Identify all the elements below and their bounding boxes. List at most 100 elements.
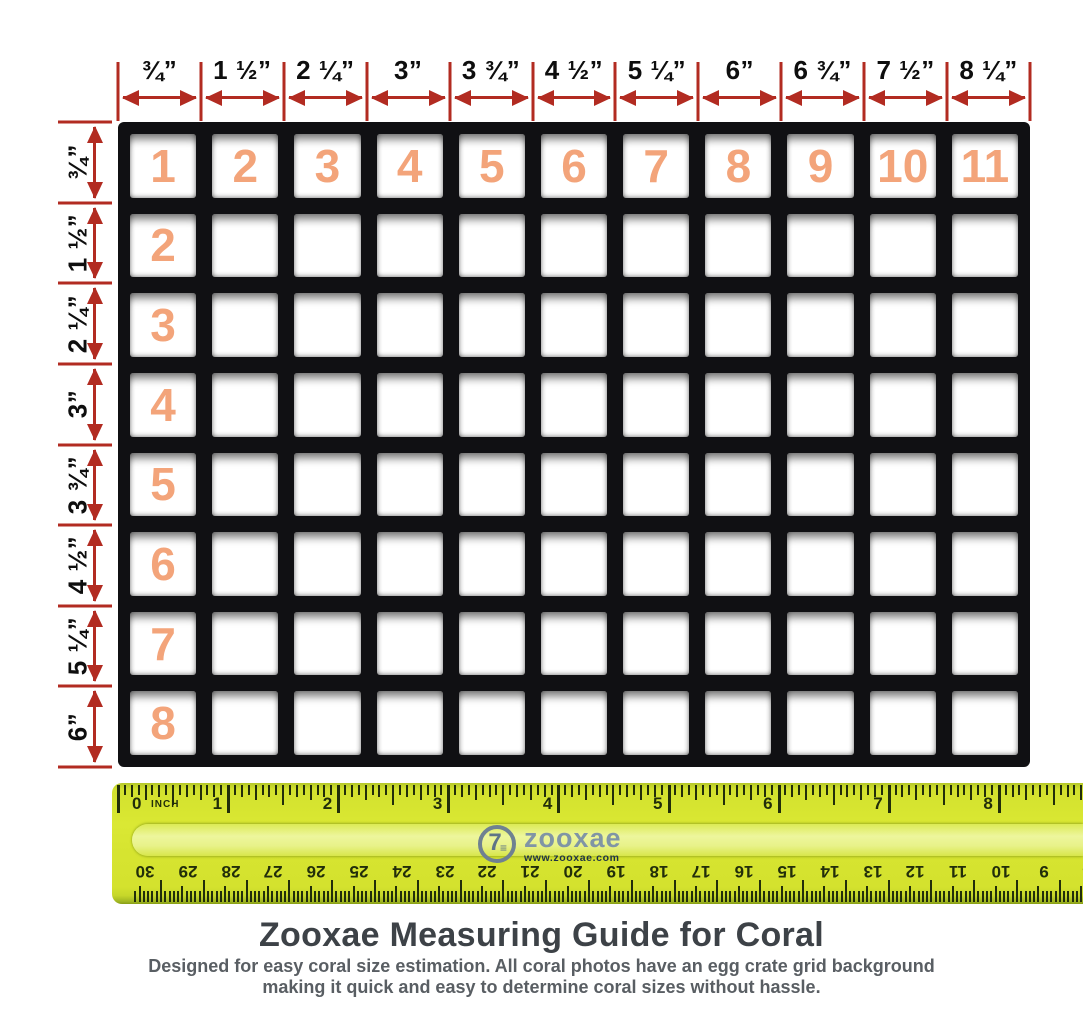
inch-tick — [158, 785, 161, 797]
top-scale-label: 3” — [393, 55, 423, 85]
arrowhead-right-icon — [677, 89, 695, 106]
inch-tick — [454, 785, 457, 795]
ruler-inch-number: 5 — [653, 794, 663, 813]
arrowhead-right-icon — [760, 89, 778, 106]
inch-tick — [502, 785, 505, 805]
inch-tick — [928, 785, 931, 797]
top-scale-label: 1 ½” — [213, 55, 272, 85]
inch-tick — [529, 785, 532, 800]
cm-tick — [506, 891, 509, 902]
cm-tick — [288, 880, 291, 902]
inch-tick — [990, 785, 993, 795]
cm-tick — [258, 891, 261, 902]
ruler-inch-number: 7 — [873, 794, 883, 813]
cm-tick — [707, 891, 710, 902]
cm-tick — [416, 880, 419, 902]
arrowhead-down-icon — [86, 181, 103, 199]
cm-tick — [622, 891, 625, 902]
inch-tick — [591, 785, 594, 795]
inch-tick — [942, 785, 945, 805]
cm-tick — [866, 886, 869, 902]
grid-cell — [705, 611, 772, 676]
cm-tick — [344, 891, 347, 902]
cm-tick — [793, 891, 796, 902]
arrowhead-left-icon — [453, 89, 471, 106]
grid-cell — [869, 611, 936, 676]
page-title: Zooxae Measuring Guide for Coral — [258, 916, 825, 954]
cm-tick — [540, 891, 543, 902]
cm-tick — [836, 891, 839, 902]
cm-tick — [951, 886, 954, 902]
grid-cell — [623, 611, 690, 676]
cm-tick — [314, 891, 317, 902]
ruler-cm-scale: 30 29 28 27 26 25 24 23 22 21 20 19 18 17 16 15 14 13 12 11… — [112, 783, 1083, 904]
cm-tick — [485, 891, 488, 902]
cm-tick — [207, 891, 210, 902]
cm-tick — [879, 891, 882, 902]
cm-tick — [279, 891, 282, 902]
top-scale-label: 8 ¼” — [959, 55, 1018, 85]
grid-cell — [705, 213, 772, 278]
horizontal-double-arrow — [619, 89, 695, 106]
inch-tick — [1032, 785, 1035, 795]
inch-tick — [949, 785, 952, 795]
grid-cell-number: 2 — [150, 219, 176, 272]
cm-tick — [938, 891, 941, 902]
ruler-cm-number: 28 — [221, 862, 241, 881]
inch-tick — [805, 785, 808, 800]
grid-cell: 6 — [130, 532, 197, 596]
grid-cell-number: 5 — [479, 139, 505, 192]
grid-cell — [458, 611, 525, 676]
inch-tick — [123, 785, 126, 795]
grid-cell — [294, 611, 361, 676]
cm-tick — [1020, 891, 1023, 902]
inch-tick — [812, 785, 814, 795]
top-scale-tick — [365, 62, 369, 121]
inch-tick — [880, 785, 883, 795]
top-scale-tick — [199, 62, 203, 121]
grid-cell: 1 — [130, 134, 197, 198]
inch-tick — [743, 785, 746, 795]
inch-tick — [509, 785, 512, 795]
grid-cell — [376, 372, 443, 437]
top-scale-tick — [531, 62, 535, 121]
inch-tick — [860, 785, 863, 800]
arrowhead-up-icon — [86, 287, 103, 305]
grid-cell-number: 4 — [396, 139, 423, 192]
cm-tick — [763, 891, 766, 902]
inch-tick — [688, 785, 691, 795]
inch-tick — [1045, 785, 1048, 795]
grid-cell — [951, 293, 1018, 357]
cm-tick — [784, 891, 787, 902]
inch-tick — [412, 785, 415, 795]
cm-tick — [202, 880, 205, 902]
cm-tick — [399, 891, 402, 902]
left-scale-tick — [58, 765, 112, 769]
inch-tick — [433, 785, 436, 797]
cm-tick — [151, 891, 154, 902]
cm-tick — [267, 886, 269, 902]
inch-tick — [756, 785, 759, 795]
inch-tick — [144, 785, 147, 800]
ruler-inch-number: 3 — [432, 794, 443, 813]
cm-tick — [887, 880, 890, 902]
cm-tick — [733, 891, 736, 902]
cm-tick — [857, 891, 860, 902]
inch-tick — [378, 785, 381, 797]
inch-tick — [392, 785, 395, 805]
cm-tick — [305, 891, 308, 902]
inch-tick — [130, 785, 133, 797]
arrowhead-left-icon — [536, 89, 554, 106]
inch-tick — [1011, 785, 1014, 797]
grid-cell — [458, 372, 525, 437]
grid-cell — [212, 611, 279, 676]
cm-tick — [403, 891, 406, 902]
arrowhead-down-icon — [86, 262, 103, 280]
left-scale-tick — [58, 362, 112, 366]
inch-tick — [853, 785, 856, 795]
top-scale-tick — [862, 62, 866, 121]
inch-tick — [715, 785, 718, 795]
left-scale-segment: 4 ½” — [56, 525, 118, 606]
grid-cell — [787, 611, 854, 676]
grid-cell — [376, 293, 443, 357]
